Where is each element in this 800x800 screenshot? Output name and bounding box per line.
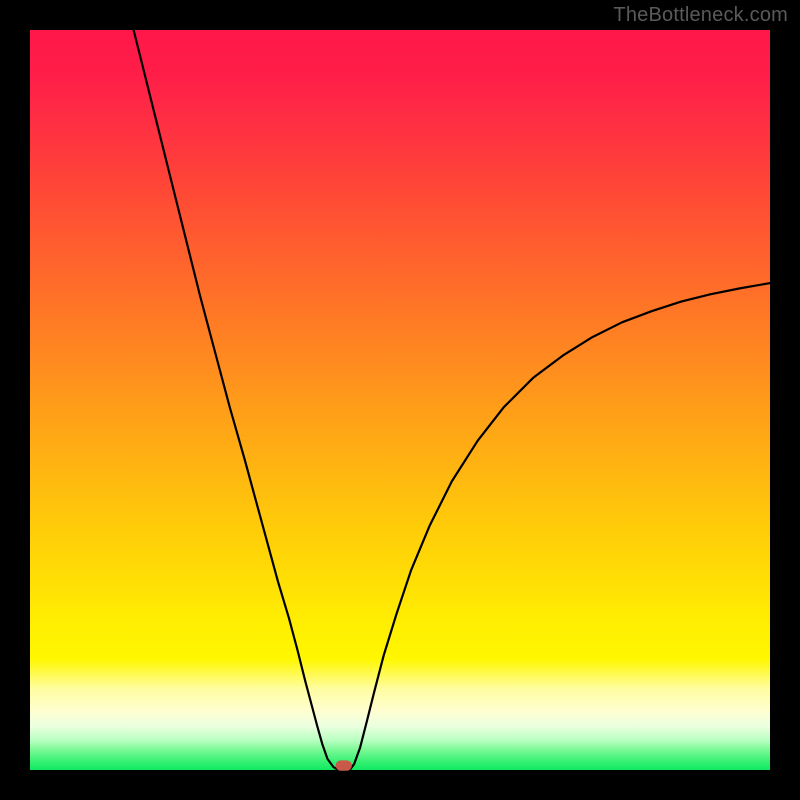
chart-container: TheBottleneck.com (0, 0, 800, 800)
watermark-text: TheBottleneck.com (613, 4, 788, 27)
bottleneck-point (336, 760, 352, 770)
plot-background (30, 30, 770, 770)
bottleneck-chart (0, 0, 800, 800)
